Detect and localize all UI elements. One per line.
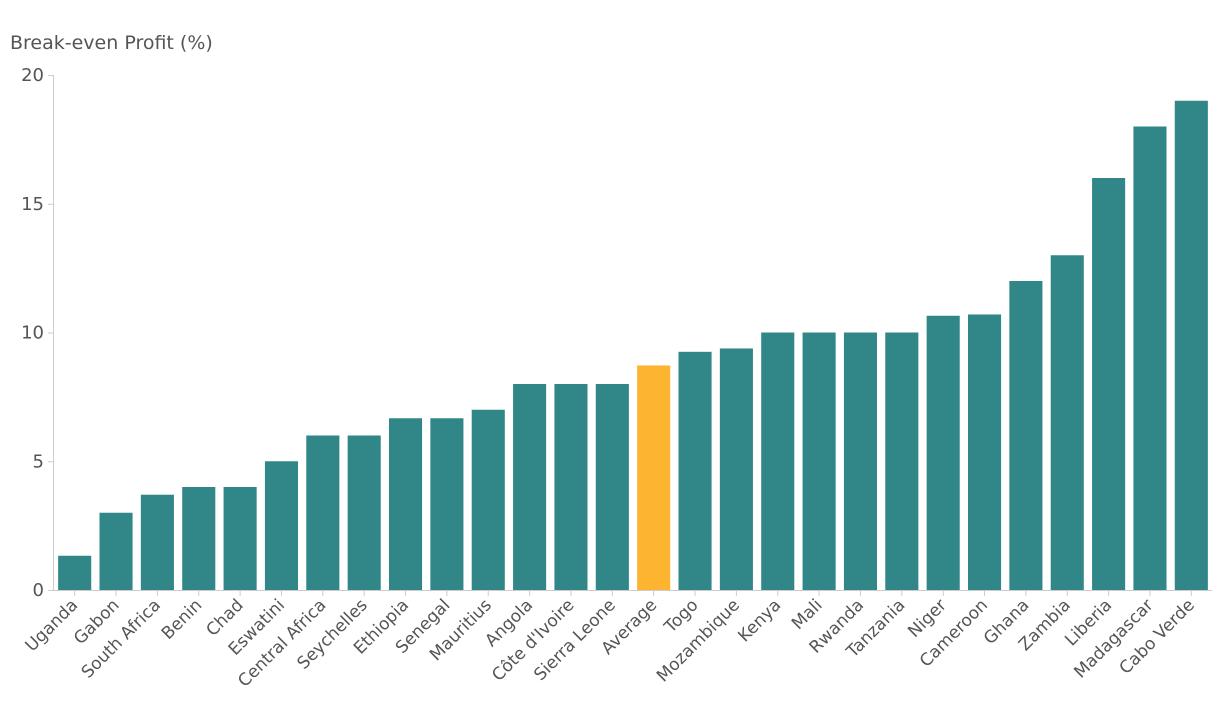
bar-uganda [58,555,92,590]
y-tick-label: 10 [21,323,44,344]
bar-sierra-leone [595,384,629,590]
bar-mauritius [471,409,505,590]
x-tick-label: Benin [158,595,206,643]
y-tick-label: 0 [33,580,44,601]
bar-senegal [430,418,464,590]
y-axis-ticks: 0 5 10 15 20 [21,65,54,601]
bar-south-africa [140,494,174,590]
bar-rwanda [843,332,878,590]
bar-kenya [761,332,795,590]
bar-benin [182,487,216,590]
bars-group [58,100,1208,590]
bar-madagascar [1133,126,1167,590]
bar-cabo-verde [1174,100,1208,590]
bar-tanzania [885,332,919,590]
bar-average [637,365,671,590]
x-tick-label: Kenya [734,595,785,646]
y-tick-label: 15 [21,194,44,215]
bar-eswatini [264,461,299,590]
bar-liberia [1092,178,1126,590]
bar-angola [513,384,547,590]
y-axis-title: Break-even Profit (%) [10,32,213,54]
bar-ethiopia [388,418,423,590]
x-tick-label: Uganda [22,595,83,656]
bar-c-te-d-ivoire [554,384,588,590]
bar-niger [926,315,960,590]
bar-cameroon [967,314,1002,590]
bar-mali [802,332,836,590]
bar-seychelles [347,435,381,590]
bar-zambia [1050,255,1084,590]
bar-chad [223,487,257,590]
bar-central-africa [306,435,340,590]
y-tick-label: 20 [21,65,44,86]
bar-togo [678,351,712,590]
bar-gabon [99,512,133,590]
bar-ghana [1009,281,1043,590]
bar-mozambique [719,348,753,590]
y-tick-label: 5 [33,451,44,472]
